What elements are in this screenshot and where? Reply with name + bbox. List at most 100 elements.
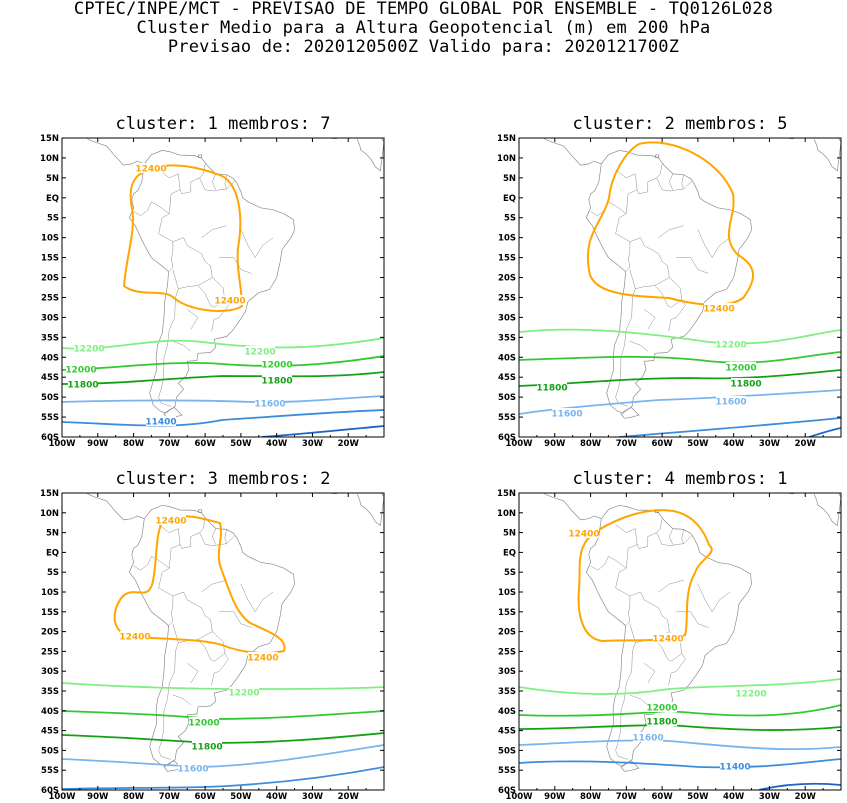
- coastline-segment: [126, 110, 153, 118]
- panel-title: cluster: 3 membros: 2: [115, 469, 331, 489]
- lat-tick-label: EQ: [503, 194, 516, 204]
- coastline-segment: [813, 138, 841, 172]
- contour-label: 12200: [228, 688, 259, 698]
- lat-tick-label: 15N: [40, 134, 59, 144]
- lat-tick-label: 50S: [498, 393, 516, 403]
- border-line: [172, 237, 213, 289]
- contour-label: 12200: [73, 344, 104, 354]
- coastline: [86, 465, 384, 772]
- contour-line-11800: [62, 371, 384, 385]
- panel-cluster-3: cluster: 3 membros: 2 12400 12400 12400 122…: [0, 465, 423, 803]
- border-line: [172, 341, 191, 352]
- lat-tick-label: 5S: [47, 568, 59, 578]
- lat-tick-label: 10N: [40, 154, 59, 164]
- contour-label: 12000: [261, 360, 292, 370]
- border-line: [644, 663, 656, 684]
- lat-tick-label: 5S: [47, 214, 59, 224]
- contour-label: 11400: [145, 417, 176, 427]
- border-line: [179, 532, 200, 549]
- lat-tick-label: EQ: [46, 548, 59, 558]
- lat-tick-label: 60S: [41, 786, 59, 796]
- contour-label: 11600: [177, 764, 208, 774]
- header-line-3: Previsao de: 2020120500Z Valido para: 20…: [167, 37, 680, 57]
- contour-label: 12400: [119, 632, 150, 642]
- coastline-segment: [788, 138, 795, 140]
- contour-label-bg: [255, 398, 285, 408]
- border-line: [681, 529, 684, 544]
- lat-tick-label: 30S: [41, 667, 59, 677]
- border-line: [629, 237, 670, 289]
- lon-tick-label: 40W: [723, 792, 745, 802]
- lon-tick-label: 20W: [795, 792, 817, 802]
- border-line: [697, 583, 731, 613]
- contour-label: 12000: [725, 363, 756, 373]
- lat-tick-label: 50S: [41, 746, 59, 756]
- lat-tick-label: 5N: [46, 174, 59, 184]
- contour-label-bg: [262, 359, 292, 369]
- lon-tick-label: 70W: [616, 792, 638, 802]
- map-frame: 12400 12400 12200 12200 12000 12000 11800 11800…: [40, 110, 385, 449]
- contour-12400: [577, 509, 713, 643]
- contour-line-11400: [62, 409, 384, 427]
- contours-south: [62, 337, 384, 437]
- border-line: [187, 663, 199, 684]
- border-line: [636, 177, 657, 195]
- lon-tick-label: 30W: [759, 439, 781, 449]
- contour-label: 11600: [551, 409, 582, 419]
- lat-tick-label: 15N: [497, 134, 516, 144]
- lat-tick-label: EQ: [503, 548, 516, 558]
- border-line: [158, 567, 174, 626]
- contour-labels: 12400 12400 12400 12200 12000 11800 11600: [119, 515, 279, 774]
- coastline-segment: [577, 138, 578, 139]
- coastline-segment: [179, 124, 185, 126]
- coastline-segment: [179, 479, 185, 481]
- lon-tick-label: 20W: [795, 439, 817, 449]
- contour-label: 11600: [715, 397, 746, 407]
- lon-tick-label: 80W: [580, 792, 602, 802]
- contour-line-11400: [62, 766, 384, 790]
- coastline-segment: [583, 465, 610, 473]
- lon-tick-label: 40W: [266, 792, 288, 802]
- contour-line-12200: [519, 678, 841, 695]
- contour-label: 11800: [646, 717, 677, 727]
- lat-tick-label: 30S: [41, 313, 59, 323]
- border-line: [212, 173, 217, 190]
- coastline-segment: [577, 493, 578, 494]
- coastline-segment: [126, 465, 153, 473]
- lat-tick-label: 45S: [498, 373, 516, 383]
- axis-ticks: 15N 10N 5N EQ 5S 10S 15S 20S 25S 30S 35S 40S 45S 50S 5…: [40, 489, 384, 802]
- contour-line-12200: [62, 337, 384, 350]
- coastline-segment: [356, 138, 384, 172]
- coastline-segment: [788, 493, 795, 495]
- border-line: [133, 556, 159, 571]
- border-line: [187, 309, 199, 330]
- lat-tick-label: 40S: [41, 707, 59, 717]
- contour-label-bg: [229, 687, 259, 697]
- coastline-segment: [197, 509, 203, 513]
- contour-line-12400: [113, 514, 286, 654]
- lon-tick-label: 30W: [759, 792, 781, 802]
- contour-label-bg: [716, 339, 746, 349]
- contour-label-bg: [537, 382, 567, 392]
- contour-label-bg: [192, 741, 222, 751]
- contour-label-bg: [215, 295, 245, 305]
- border-line: [658, 225, 684, 238]
- border-line: [668, 653, 686, 686]
- coastline-segment: [128, 150, 295, 414]
- lat-tick-label: 60S: [498, 433, 516, 443]
- lat-tick-label: 5S: [504, 568, 516, 578]
- lat-tick-label: 35S: [498, 687, 516, 697]
- border-line: [636, 532, 657, 549]
- coastline: [86, 110, 384, 419]
- lat-tick-label: 40S: [498, 707, 516, 717]
- lon-tick-label: 80W: [123, 792, 145, 802]
- border-line: [656, 518, 692, 546]
- lat-tick-label: 10S: [41, 234, 59, 244]
- contour-label: 12400: [703, 304, 734, 314]
- lat-tick-label: 50S: [41, 393, 59, 403]
- lat-tick-label: 45S: [41, 373, 59, 383]
- coastline-segment: [86, 138, 145, 166]
